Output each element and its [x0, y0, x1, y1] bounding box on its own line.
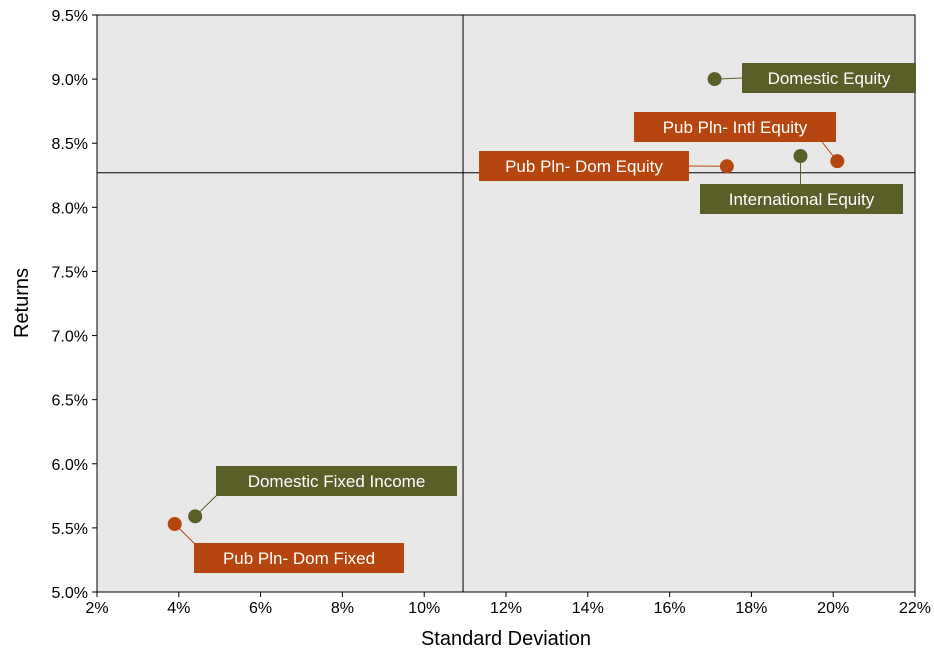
y-tick-label: 7.5% — [52, 264, 88, 281]
x-tick-label: 16% — [654, 600, 686, 617]
point-label: Domestic Equity — [768, 69, 891, 88]
y-tick-label: 8.0% — [52, 200, 88, 217]
y-axis: 5.0% 5.5% 6.0% 6.5% 7.0% 7.5% 8.0% 8.5% 9.0% 9.5% — [52, 8, 97, 602]
data-point — [793, 149, 808, 164]
x-tick-label: 6% — [249, 600, 272, 617]
point-label-box — [216, 466, 457, 496]
x-tick-label: 8% — [331, 600, 354, 617]
x-tick-label: 12% — [490, 600, 522, 617]
point-label-box — [634, 112, 836, 142]
point-label: Domestic Fixed Income — [248, 472, 426, 491]
point-label: Pub Pln- Dom Equity — [505, 157, 663, 176]
x-tick-label: 18% — [735, 600, 767, 617]
x-tick-label: 14% — [572, 600, 604, 617]
y-tick-label: 6.5% — [52, 393, 88, 410]
y-tick-label: 9.5% — [52, 8, 88, 25]
x-axis: 2% 4% 6% 8% 10% 12% 14% 16% 18% 20% 22% — [85, 592, 931, 617]
point-labels: Domestic Equity International Equity Pub P… — [194, 63, 916, 573]
data-points — [167, 72, 845, 532]
y-axis-title: Returns — [11, 268, 33, 338]
x-tick-label: 10% — [408, 600, 440, 617]
data-point — [707, 72, 722, 87]
point-label-box — [742, 63, 916, 93]
x-tick-label: 20% — [817, 600, 849, 617]
point-label: Pub Pln- Dom Fixed — [223, 549, 375, 568]
data-point — [167, 517, 182, 532]
y-tick-label: 5.5% — [52, 521, 88, 538]
x-tick-label: 22% — [899, 600, 931, 617]
plot-area — [96, 14, 916, 593]
x-tick-label: 2% — [85, 600, 108, 617]
data-point — [188, 509, 203, 524]
x-axis-title: Standard Deviation — [421, 628, 591, 650]
y-tick-label: 5.0% — [52, 585, 88, 602]
point-label: Pub Pln- Intl Equity — [663, 118, 808, 137]
point-label-box — [194, 543, 404, 573]
data-point — [830, 154, 845, 169]
point-label-box — [479, 151, 689, 181]
y-tick-label: 9.0% — [52, 72, 88, 89]
x-tick-label: 4% — [167, 600, 190, 617]
y-tick-label: 8.5% — [52, 136, 88, 153]
point-label-box — [700, 184, 903, 214]
y-tick-label: 6.0% — [52, 457, 88, 474]
point-label: International Equity — [729, 190, 875, 209]
y-tick-label: 7.0% — [52, 329, 88, 346]
data-point — [719, 159, 734, 174]
